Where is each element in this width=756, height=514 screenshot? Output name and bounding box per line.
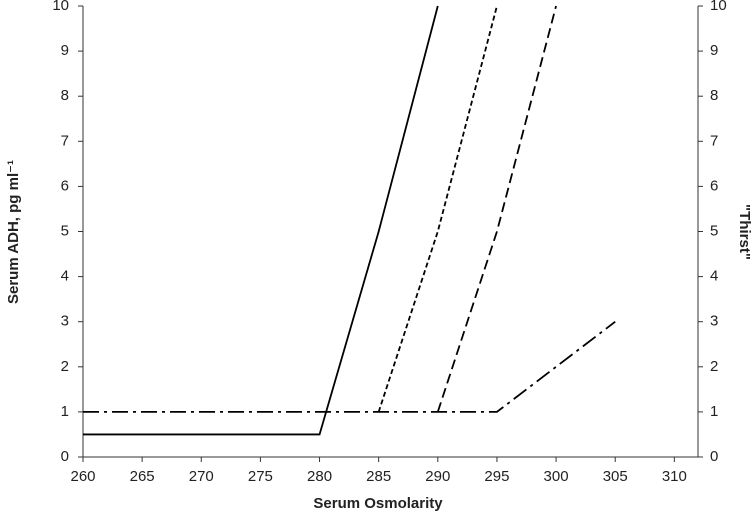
y2-tick-label: 1 [710, 403, 718, 420]
x-axis-label: Serum Osmolarity [313, 495, 443, 512]
y2-tick-label: 7 [710, 132, 718, 149]
x-tick-label: 265 [130, 468, 155, 485]
y-tick-label: 3 [61, 313, 69, 330]
y-tick-label: 8 [61, 87, 69, 104]
y-tick-label: 2 [61, 358, 69, 375]
y-tick-label: 10 [52, 0, 69, 14]
series-line [83, 5, 439, 436]
y2-tick-label: 5 [710, 222, 718, 239]
y-tick-label: 7 [61, 132, 69, 149]
x-tick-label: 290 [425, 468, 450, 485]
y2-tick-label: 9 [710, 42, 718, 59]
x-tick-label: 270 [189, 468, 214, 485]
y2-tick-label: 8 [710, 87, 718, 104]
y2-tick-label: 3 [710, 313, 718, 330]
y2-tick-label: 10 [710, 0, 727, 14]
y-tick-label: 1 [61, 403, 69, 420]
x-tick-label: 260 [70, 468, 95, 485]
y2-tick-label: 6 [710, 177, 718, 194]
x-tick-label: 285 [366, 468, 391, 485]
x-tick-label: 310 [662, 468, 687, 485]
x-tick-label: 295 [484, 468, 509, 485]
y-tick-label: 5 [61, 222, 69, 239]
y-tick-label: 6 [61, 177, 69, 194]
y-tick-label: 0 [61, 448, 69, 465]
series-line [436, 5, 557, 413]
x-tick-label: 305 [603, 468, 628, 485]
y-tick-label: 4 [61, 268, 69, 285]
y-axis-label: Serum ADH, pg ml⁻¹ [5, 160, 22, 304]
y2-tick-label: 4 [710, 268, 718, 285]
series-line [83, 320, 616, 413]
series-line [377, 5, 498, 413]
x-tick-label: 275 [248, 468, 273, 485]
y2-tick-label: 0 [710, 448, 718, 465]
x-tick-label: 300 [544, 468, 569, 485]
y2-tick-label: 2 [710, 358, 718, 375]
y2-axis-label: "Thirst" [736, 204, 753, 260]
y-tick-label: 9 [61, 42, 69, 59]
x-tick-label: 280 [307, 468, 332, 485]
